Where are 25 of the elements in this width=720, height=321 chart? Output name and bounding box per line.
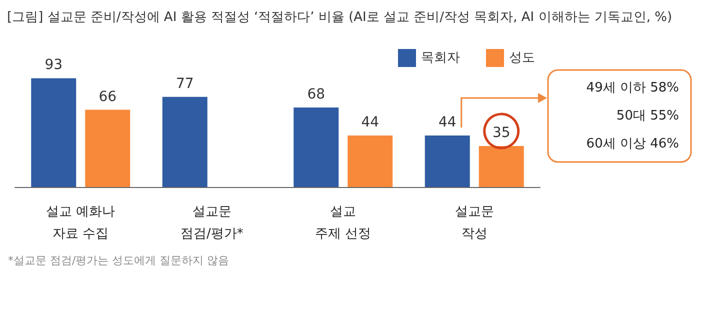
x-tick-label: 설교 예화나 자료 수집 bbox=[46, 204, 116, 242]
bar bbox=[424, 136, 470, 187]
x-tick-label: 설교 주제 선정 bbox=[315, 204, 372, 242]
x-tick-label: 설교문 작성 bbox=[454, 204, 494, 242]
bar bbox=[478, 146, 524, 187]
data-label: 44 bbox=[361, 114, 380, 131]
data-label: 77 bbox=[176, 76, 194, 92]
chart-title: [그림] 설교문 준비/작성에 AI 활용 적절성 ‘적절하다’ 비율 (AI로 설교 준비/작성 목회자, AI 이해하는 기독교인, %) bbox=[7, 10, 672, 25]
bar bbox=[348, 136, 393, 187]
bar bbox=[31, 78, 76, 187]
data-label: 44 bbox=[438, 114, 456, 131]
data-label: 93 bbox=[44, 57, 63, 74]
bar bbox=[85, 110, 130, 187]
text: 60세 이상 46% bbox=[586, 136, 679, 152]
legend-label: 목회자 bbox=[421, 50, 460, 66]
bar bbox=[294, 107, 339, 187]
bar bbox=[162, 96, 208, 187]
legend-label: 성도 bbox=[509, 50, 535, 66]
data-label: 68 bbox=[307, 86, 326, 102]
text: *설교문 점검/평가는 성도에게 질문하지 않음 bbox=[8, 254, 230, 267]
x-tick-label: 설교문 점검/평가* bbox=[180, 204, 244, 242]
text: 49세 이하 58% bbox=[586, 80, 679, 96]
data-label: 66 bbox=[98, 88, 117, 105]
text: 50대 55% bbox=[616, 108, 679, 124]
data-label: 35 bbox=[492, 125, 510, 142]
